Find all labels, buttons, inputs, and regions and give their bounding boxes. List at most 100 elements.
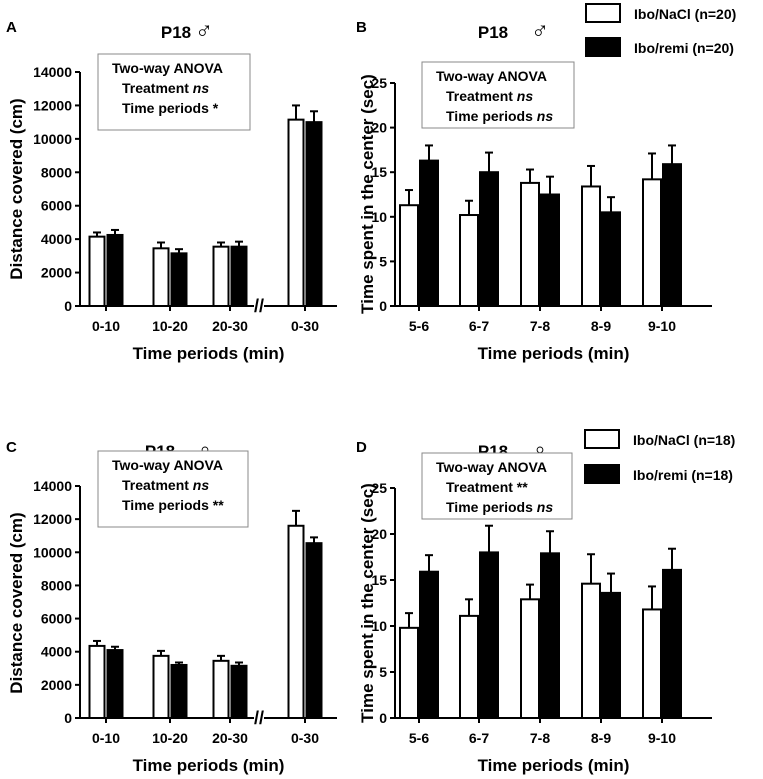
- chart-title: P18: [161, 23, 191, 42]
- legend-swatch: [585, 3, 621, 23]
- bar: [106, 233, 124, 307]
- anova-value: ns: [533, 108, 553, 124]
- y-axis-label: Time spent in the center (sec): [358, 483, 377, 723]
- anova-line: Treatment ns: [122, 477, 209, 493]
- panel-letter: C: [6, 439, 17, 456]
- x-tick-label: 8-9: [591, 318, 611, 334]
- anova-label: Treatment: [122, 80, 189, 96]
- x-tick-label: 5-6: [409, 730, 429, 746]
- x-tick-label: 0-30: [291, 318, 319, 334]
- anova-label: Two-way ANOVA: [436, 459, 547, 475]
- x-tick-label: 10-20: [152, 730, 188, 746]
- bar: [305, 542, 323, 720]
- anova-line: Two-way ANOVA: [436, 68, 547, 84]
- bar: [170, 252, 188, 308]
- legend: Ibo/NaCl (n=18) Ibo/remi (n=18): [584, 429, 735, 484]
- anova-box: Two-way ANOVA Treatment ns Time periods **: [97, 450, 249, 528]
- x-tick-label: 5-6: [409, 318, 429, 334]
- x-axis-label: Time periods (min): [133, 344, 285, 363]
- y-tick-label: 4000: [41, 644, 72, 660]
- bar: [419, 570, 439, 719]
- bar: [662, 568, 682, 719]
- x-axis-label: Time periods (min): [478, 344, 630, 363]
- legend: Ibo/NaCl (n=20) Ibo/remi (n=20): [585, 3, 736, 57]
- x-tick-label: 6-7: [469, 730, 489, 746]
- anova-line: Two-way ANOVA: [112, 60, 223, 76]
- x-axis-label: Time periods (min): [133, 756, 285, 775]
- y-tick-label: 25: [371, 480, 387, 496]
- x-tick-label: 7-8: [530, 318, 550, 334]
- y-tick-label: 5: [379, 664, 387, 680]
- axis-break-mark: //: [254, 296, 264, 316]
- bar: [662, 163, 682, 307]
- anova-label: Two-way ANOVA: [436, 68, 547, 84]
- anova-line: Treatment ns: [446, 88, 533, 104]
- anova-label: Time periods: [122, 100, 209, 116]
- anova-line: Time periods ns: [446, 499, 553, 515]
- bar: [459, 614, 479, 720]
- anova-box-frame: [97, 53, 251, 131]
- y-tick-label: 14000: [33, 64, 72, 80]
- anova-box-frame: [421, 452, 573, 520]
- y-tick-label: 10000: [33, 131, 72, 147]
- bar: [540, 193, 560, 307]
- y-tick-label: 15: [371, 572, 387, 588]
- panel-letter: B: [356, 19, 367, 36]
- legend-label: Ibo/NaCl (n=18): [633, 432, 735, 448]
- y-tick-label: 4000: [41, 231, 72, 247]
- y-tick-label: 5: [379, 253, 387, 269]
- bar: [581, 185, 601, 307]
- x-tick-label: 9-10: [648, 318, 676, 334]
- bar: [399, 204, 419, 307]
- anova-value: **: [209, 497, 224, 513]
- x-tick-label: 10-20: [152, 318, 188, 334]
- anova-label: Time periods: [446, 108, 533, 124]
- y-tick-label: 10: [371, 618, 387, 634]
- panel-b: B P18 ♂ 0 5 10 15 20 25 5-6 6-7 7-8 8-9 9-10 Time peri…: [356, 3, 736, 363]
- legend-swatch: [584, 464, 620, 484]
- bar: [601, 211, 621, 307]
- bar: [230, 245, 248, 308]
- bar: [601, 591, 621, 720]
- x-tick-label: 6-7: [469, 318, 489, 334]
- bar: [479, 551, 499, 720]
- bar: [106, 649, 124, 719]
- x-tick-label: 0-10: [92, 318, 120, 334]
- anova-value: ns: [189, 80, 209, 96]
- anova-label: Treatment: [446, 88, 513, 104]
- y-tick-label: 6000: [41, 198, 72, 214]
- x-tick-label: 7-8: [530, 730, 550, 746]
- bar: [88, 235, 106, 307]
- y-tick-label: 0: [64, 710, 72, 726]
- anova-box: Two-way ANOVA Treatment ns Time periods *: [97, 53, 251, 131]
- anova-value: *: [209, 100, 219, 116]
- x-tick-label: 20-30: [212, 318, 248, 334]
- x-tick-label: 20-30: [212, 730, 248, 746]
- x-tick-label: 8-9: [591, 730, 611, 746]
- bar: [212, 245, 230, 308]
- chart-title: P18: [478, 23, 508, 42]
- anova-line: Treatment ns: [122, 80, 209, 96]
- anova-label: Time periods: [122, 497, 209, 513]
- y-tick-label: 10000: [33, 544, 72, 560]
- bar: [520, 181, 540, 308]
- bar: [642, 178, 662, 307]
- anova-label: Treatment: [446, 479, 513, 495]
- sex-symbol: ♂: [195, 17, 213, 44]
- x-tick-label: 0-30: [291, 730, 319, 746]
- axis-break-mark: //: [254, 708, 264, 728]
- y-tick-label: 25: [371, 75, 387, 91]
- legend-swatch: [585, 37, 621, 57]
- x-tick-label: 0-10: [92, 730, 120, 746]
- sex-symbol: ♂: [531, 17, 549, 44]
- panel-a: A P18 ♂ 0 2000 4000 6000 8000 10000 12000 14000 // 0…: [6, 17, 337, 363]
- y-tick-label: 0: [379, 298, 387, 314]
- bar: [399, 626, 419, 720]
- y-axis-label: Distance covered (cm): [7, 512, 26, 693]
- y-tick-label: 20: [371, 120, 387, 136]
- bar: [479, 171, 499, 307]
- bar: [642, 608, 662, 719]
- x-axis-label: Time periods (min): [478, 756, 630, 775]
